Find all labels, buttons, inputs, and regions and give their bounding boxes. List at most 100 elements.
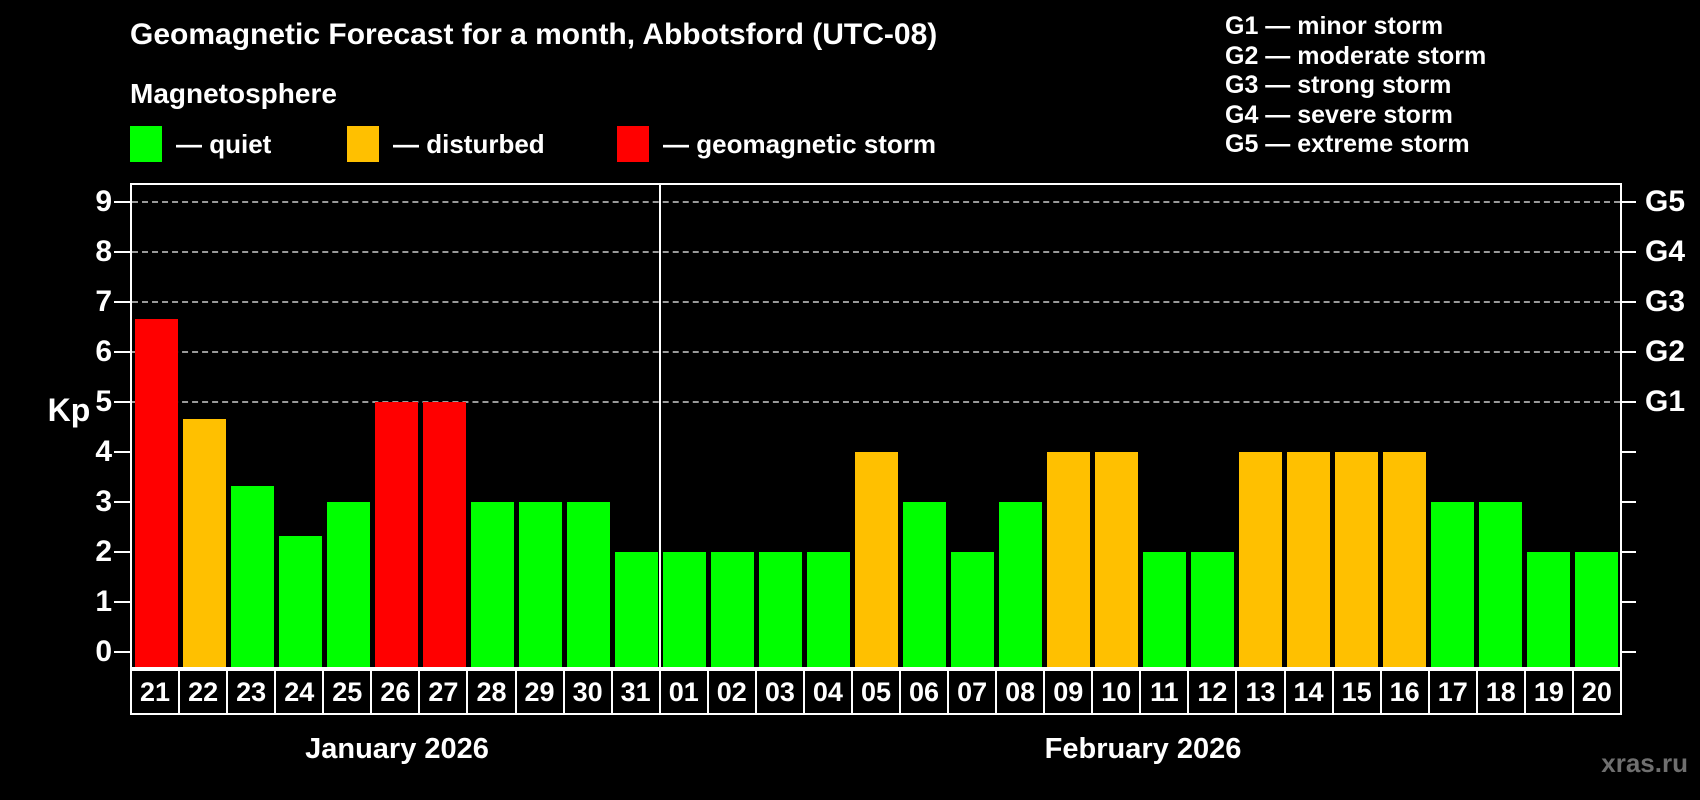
day-label-26: 26 [372,671,421,713]
kp-bar-day-02 [710,552,754,667]
day-label-03: 03 [757,671,805,713]
day-label-17: 17 [1430,671,1478,713]
right-tick-kp-1 [1620,601,1636,603]
kp-bar-day-06 [902,502,946,667]
kp-bar-day-21 [134,318,178,667]
right-tick-kp-9 [1620,201,1636,203]
kp-bar-day-30 [566,502,610,667]
day-axis-row: 21 22 23 24 25 26 27 28 29 30 31 01 02 03 04 05 06 07 08 09… [130,669,1622,715]
right-tick-kp-8 [1620,251,1636,253]
right-tick-kp-0 [1620,651,1636,653]
right-tick-kp-5 [1620,401,1636,403]
y-axis-label: Kp [47,392,91,428]
y-tick-label-9: 9 [95,185,112,218]
left-tick-kp-4 [114,451,130,453]
right-tick-kp-2 [1620,551,1636,553]
y-tick-label-1: 1 [95,585,112,618]
day-label-27: 27 [420,671,469,713]
month-caption-february: February 2026 [1044,733,1242,765]
day-label-22: 22 [180,671,229,713]
gridline-g1 [132,401,1620,403]
y-tick-label-5: 5 [95,385,112,418]
plot-area [130,183,1622,669]
left-tick-kp-2 [114,551,130,553]
legend-label-disturbed: — disturbed [393,128,545,159]
kp-bar-day-15 [1334,452,1378,667]
right-tick-kp-3 [1620,501,1636,503]
g2-legend-line: G2 — moderate storm [1225,41,1487,70]
y-tick-label-4: 4 [95,435,112,468]
kp-bar-day-26 [374,402,418,667]
kp-bar-day-12 [1190,552,1234,667]
y-tick-label-2: 2 [95,535,112,568]
day-label-10: 10 [1093,671,1142,713]
quiet-color-swatch [130,126,162,162]
day-label-31: 31 [613,671,661,713]
day-label-02: 02 [709,671,757,713]
kp-bar-day-11 [1142,552,1186,667]
day-label-07: 07 [949,671,998,713]
kp-bar-day-31 [614,552,658,667]
g5-legend-line: G5 — extreme storm [1225,130,1470,158]
kp-bar-day-23 [230,485,274,667]
legend-item-quiet: — quiet [130,126,271,162]
gridline-g3 [132,301,1620,303]
day-label-30: 30 [565,671,613,713]
page-title: Geomagnetic Forecast for a month, Abbots… [130,18,938,51]
left-tick-kp-1 [114,601,130,603]
day-label-23: 23 [228,671,277,713]
kp-bar-day-08 [998,502,1042,667]
day-label-09: 09 [1045,671,1094,713]
right-axis-label-g1: G1 [1645,385,1686,418]
day-label-29: 29 [517,671,565,713]
left-tick-kp-3 [114,501,130,503]
kp-bar-day-29 [518,502,562,667]
gridline-g2 [132,351,1620,353]
day-label-25: 25 [324,671,373,713]
month-caption-january: January 2026 [305,733,489,765]
right-tick-kp-4 [1620,451,1636,453]
y-tick-label-3: 3 [95,485,112,518]
day-label-20: 20 [1581,676,1612,707]
y-tick-label-7: 7 [95,285,112,318]
legend-label-quiet: — quiet [176,128,272,159]
g-scale-legend: G1 — minor storm G2 — moderate storm G3 … [1225,12,1486,160]
left-tick-kp-0 [114,651,130,653]
kp-bar-day-13 [1238,452,1282,667]
day-label-18: 18 [1478,671,1526,713]
right-tick-kp-6 [1620,351,1636,353]
legend-item-disturbed: — disturbed [347,126,545,162]
month-separator-line [659,185,661,667]
kp-bar-day-17 [1430,502,1474,667]
kp-bar-day-04 [806,552,850,667]
kp-bar-day-07 [950,552,994,667]
kp-bar-day-27 [422,402,466,667]
kp-bar-day-16 [1382,452,1426,667]
kp-bar-day-01 [662,552,706,667]
day-label-05: 05 [853,671,901,713]
day-label-01: 01 [661,671,709,713]
day-label-12: 12 [1189,671,1238,713]
day-label-28: 28 [468,671,517,713]
day-label-04: 04 [805,671,853,713]
watermark: xras.ru [1601,748,1688,778]
right-tick-kp-7 [1620,301,1636,303]
legend-item-storm: — geomagnetic storm [617,126,936,162]
kp-bar-day-09 [1046,452,1090,667]
g4-legend-line: G4 — severe storm [1225,100,1453,129]
kp-bar-day-24 [278,535,322,667]
y-tick-label-0: 0 [95,635,112,668]
kp-bar-day-14 [1286,452,1330,667]
g3-legend-line: G3 — strong storm [1225,71,1452,99]
y-tick-label-6: 6 [95,335,112,368]
left-tick-kp-5 [114,401,130,403]
right-axis-label-g4: G4 [1645,235,1686,268]
gridline-g4 [132,251,1620,253]
day-label-08: 08 [997,671,1046,713]
kp-bar-day-18 [1478,502,1522,667]
day-label-11: 11 [1141,671,1190,713]
kp-bar-day-10 [1094,452,1138,667]
day-label-13: 13 [1237,671,1286,713]
left-tick-kp-8 [114,251,130,253]
